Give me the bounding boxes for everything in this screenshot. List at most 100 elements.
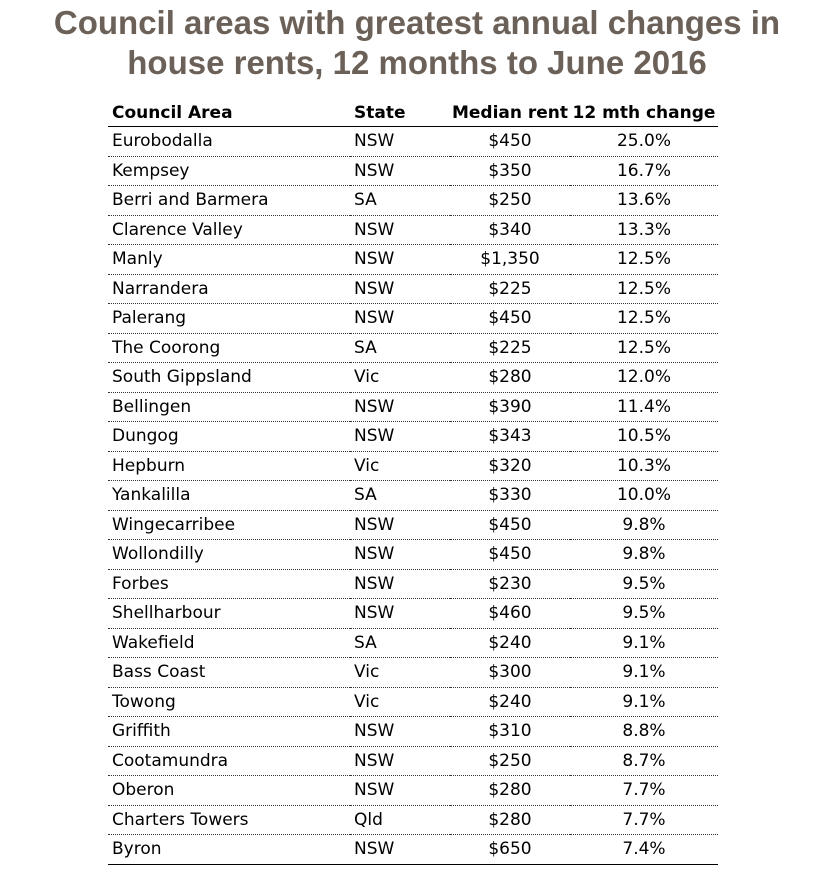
cell-median-rent: $343 xyxy=(450,421,570,452)
cell-12-mth-change: 9.5% xyxy=(570,598,718,629)
cell-12-mth-change: 8.8% xyxy=(570,716,718,747)
cell-median-rent: $1,350 xyxy=(450,244,570,275)
cell-state: NSW xyxy=(350,392,450,422)
cell-council-area: Eurobodalla xyxy=(108,126,350,157)
table-row: Yankalilla SA $330 10.0% xyxy=(108,480,718,511)
cell-median-rent: $240 xyxy=(450,628,570,658)
cell-12-mth-change: 16.7% xyxy=(570,156,718,186)
cell-12-mth-change: 9.1% xyxy=(570,657,718,688)
title-line-1: Council areas with greatest annual chang… xyxy=(53,4,781,41)
table-row: Wollondilly NSW $450 9.8% xyxy=(108,539,718,570)
cell-council-area: Dungog xyxy=(108,421,350,452)
table-row: Eurobodalla NSW $450 25.0% xyxy=(108,126,718,157)
cell-12-mth-change: 11.4% xyxy=(570,392,718,422)
cell-council-area: South Gippsland xyxy=(108,362,350,393)
cell-12-mth-change: 12.5% xyxy=(570,274,718,304)
cell-state: NSW xyxy=(350,539,450,570)
table-row: Cootamundra NSW $250 8.7% xyxy=(108,746,718,776)
cell-12-mth-change: 9.1% xyxy=(570,687,718,717)
cell-state: NSW xyxy=(350,510,450,540)
cell-12-mth-change: 13.6% xyxy=(570,185,718,216)
cell-median-rent: $250 xyxy=(450,746,570,776)
table-row: Shellharbour NSW $460 9.5% xyxy=(108,598,718,629)
table-row: Manly NSW $1,350 12.5% xyxy=(108,244,718,275)
cell-state: Qld xyxy=(350,805,450,835)
cell-12-mth-change: 25.0% xyxy=(570,126,718,157)
cell-12-mth-change: 10.0% xyxy=(570,480,718,511)
table-row: Charters Towers Qld $280 7.7% xyxy=(108,805,718,835)
cell-12-mth-change: 9.8% xyxy=(570,539,718,570)
column-header-council-area: Council Area xyxy=(108,100,350,127)
cell-council-area: Byron xyxy=(108,834,350,865)
table-row: Griffith NSW $310 8.8% xyxy=(108,716,718,747)
table-row: Byron NSW $650 7.4% xyxy=(108,834,718,865)
table-row: Dungog NSW $343 10.5% xyxy=(108,421,718,452)
cell-council-area: Bass Coast xyxy=(108,657,350,688)
table-header: Council Area State Median rent 12 mth ch… xyxy=(108,100,718,127)
cell-state: SA xyxy=(350,480,450,511)
cell-council-area: Hepburn xyxy=(108,451,350,481)
cell-12-mth-change: 12.5% xyxy=(570,303,718,334)
cell-median-rent: $300 xyxy=(450,657,570,688)
cell-median-rent: $460 xyxy=(450,598,570,629)
cell-median-rent: $450 xyxy=(450,303,570,334)
cell-12-mth-change: 7.7% xyxy=(570,775,718,806)
cell-state: NSW xyxy=(350,126,450,157)
cell-council-area: Kempsey xyxy=(108,156,350,186)
cell-council-area: Bellingen xyxy=(108,392,350,422)
cell-state: NSW xyxy=(350,775,450,806)
cell-12-mth-change: 12.0% xyxy=(570,362,718,393)
cell-state: SA xyxy=(350,333,450,363)
cell-state: NSW xyxy=(350,215,450,245)
cell-median-rent: $650 xyxy=(450,834,570,865)
cell-council-area: Clarence Valley xyxy=(108,215,350,245)
cell-state: NSW xyxy=(350,421,450,452)
cell-median-rent: $320 xyxy=(450,451,570,481)
column-header-state: State xyxy=(350,100,450,127)
table-row: Oberon NSW $280 7.7% xyxy=(108,775,718,806)
cell-12-mth-change: 13.3% xyxy=(570,215,718,245)
cell-median-rent: $280 xyxy=(450,805,570,835)
cell-council-area: Wollondilly xyxy=(108,539,350,570)
cell-12-mth-change: 9.1% xyxy=(570,628,718,658)
cell-state: SA xyxy=(350,628,450,658)
cell-median-rent: $225 xyxy=(450,274,570,304)
cell-state: Vic xyxy=(350,687,450,717)
table-row: Narrandera NSW $225 12.5% xyxy=(108,274,718,304)
cell-state: NSW xyxy=(350,598,450,629)
column-header-median-rent: Median rent xyxy=(450,100,570,127)
cell-median-rent: $350 xyxy=(450,156,570,186)
cell-median-rent: $225 xyxy=(450,333,570,363)
cell-council-area: Narrandera xyxy=(108,274,350,304)
cell-council-area: Yankalilla xyxy=(108,480,350,511)
rent-change-table: Council Area State Median rent 12 mth ch… xyxy=(108,100,718,865)
cell-12-mth-change: 10.5% xyxy=(570,421,718,452)
cell-state: Vic xyxy=(350,657,450,688)
cell-12-mth-change: 9.8% xyxy=(570,510,718,540)
cell-council-area: Charters Towers xyxy=(108,805,350,835)
table-row: South Gippsland Vic $280 12.0% xyxy=(108,362,718,393)
table-row: Wingecarribee NSW $450 9.8% xyxy=(108,510,718,540)
table-row: Clarence Valley NSW $340 13.3% xyxy=(108,215,718,245)
table-row: Hepburn Vic $320 10.3% xyxy=(108,451,718,481)
column-header-12-mth-change: 12 mth change xyxy=(570,100,718,127)
cell-council-area: Towong xyxy=(108,687,350,717)
cell-median-rent: $390 xyxy=(450,392,570,422)
title-line-2: house rents, 12 months to June 2016 xyxy=(127,44,707,81)
cell-council-area: Griffith xyxy=(108,716,350,747)
cell-state: NSW xyxy=(350,569,450,599)
table-row: Kempsey NSW $350 16.7% xyxy=(108,156,718,186)
table-row: The Coorong SA $225 12.5% xyxy=(108,333,718,363)
cell-median-rent: $450 xyxy=(450,510,570,540)
cell-state: Vic xyxy=(350,451,450,481)
cell-state: NSW xyxy=(350,274,450,304)
table-body: Eurobodalla NSW $450 25.0% Kempsey NSW $350 16.… xyxy=(108,126,718,865)
cell-council-area: Berri and Barmera xyxy=(108,185,350,216)
cell-state: NSW xyxy=(350,716,450,747)
table-row: Bass Coast Vic $300 9.1% xyxy=(108,657,718,688)
page-title: Council areas with greatest annual chang… xyxy=(0,0,834,83)
cell-12-mth-change: 8.7% xyxy=(570,746,718,776)
cell-12-mth-change: 7.4% xyxy=(570,834,718,865)
cell-state: NSW xyxy=(350,834,450,865)
cell-median-rent: $230 xyxy=(450,569,570,599)
